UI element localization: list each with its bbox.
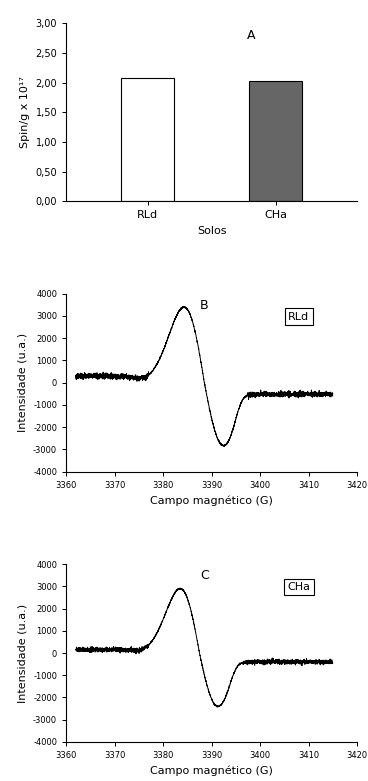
Text: A: A: [247, 29, 255, 41]
X-axis label: Solos: Solos: [197, 226, 226, 236]
Text: B: B: [200, 299, 209, 312]
Bar: [250, 81, 302, 201]
Bar: [121, 78, 174, 201]
Y-axis label: Intensidade (u.a.): Intensidade (u.a.): [18, 604, 28, 703]
Text: C: C: [200, 569, 209, 583]
Text: RLd: RLd: [288, 312, 309, 322]
Y-axis label: Intensidade (u.a.): Intensidade (u.a.): [18, 333, 28, 432]
Text: CHa: CHa: [287, 582, 310, 592]
Y-axis label: Spin/g x 10¹⁷: Spin/g x 10¹⁷: [20, 77, 30, 148]
X-axis label: Campo magnético (G): Campo magnético (G): [150, 495, 273, 506]
X-axis label: Campo magnético (G): Campo magnético (G): [150, 765, 273, 776]
